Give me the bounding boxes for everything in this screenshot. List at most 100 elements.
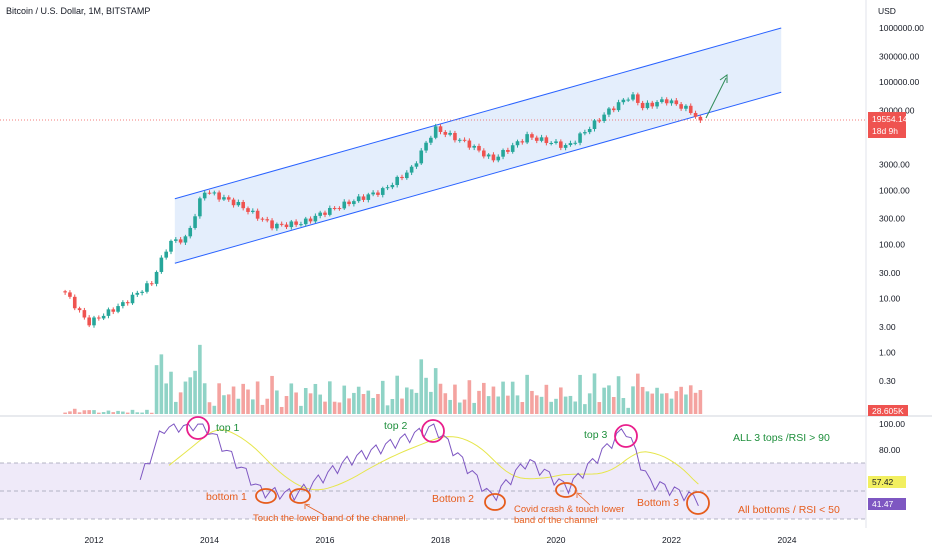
candle-body <box>525 134 529 143</box>
candle-body <box>106 309 111 316</box>
candle-body <box>275 223 279 229</box>
volume-bar <box>92 410 96 414</box>
candle-body <box>159 257 164 272</box>
candle-body <box>77 308 82 311</box>
volume-bar <box>270 375 274 414</box>
candle-body <box>664 99 669 104</box>
candle-body <box>583 132 587 134</box>
volume-bar <box>111 412 116 414</box>
volume-bar <box>145 409 149 414</box>
candle-body <box>395 176 399 186</box>
price-tick-label: 3000.00 <box>879 160 910 170</box>
candle-body <box>169 240 173 252</box>
volume-bar <box>405 387 409 414</box>
candle-body <box>193 216 197 228</box>
volume-bar <box>554 398 558 414</box>
price-tick-label: 30.00 <box>879 268 901 278</box>
candle-body <box>222 197 226 200</box>
volume-bar <box>159 354 164 414</box>
volume-bar <box>587 393 592 414</box>
time-tick-label: 2014 <box>200 535 219 545</box>
volume-bar <box>390 398 395 414</box>
forecast-arrow-head <box>719 74 728 83</box>
candle-body <box>486 154 491 157</box>
candle-body <box>563 145 568 148</box>
volume-bar <box>636 373 640 414</box>
candle-body <box>640 102 645 109</box>
channel-note-arrowhead <box>304 503 311 509</box>
rsi-value: 41.47 <box>872 499 894 509</box>
price-tick-label: 3.00 <box>879 322 896 332</box>
price-tick-label: 0.30 <box>879 376 896 386</box>
bottoms-rule-label: All bottoms / RSI < 50 <box>738 504 840 516</box>
volume-bar <box>462 399 467 414</box>
volume-bar <box>356 386 361 414</box>
candle-body <box>308 218 313 222</box>
volume-bar <box>135 412 140 414</box>
covid-note-arrowhead <box>576 492 583 498</box>
volume-bar <box>583 404 587 414</box>
rsi-ma-value: 57.42 <box>872 477 894 487</box>
volume-bar <box>424 377 428 414</box>
volume-bar <box>472 402 476 414</box>
volume-bar <box>188 377 193 414</box>
volume-bar <box>202 383 207 414</box>
candle-body <box>352 201 356 205</box>
candles <box>63 91 703 328</box>
candle-body <box>289 221 294 228</box>
candle-body <box>477 145 481 151</box>
volume-bar <box>164 383 168 414</box>
volume-bar <box>616 376 621 414</box>
volume-bar <box>116 410 120 414</box>
volume-bar <box>592 373 597 414</box>
candle-body <box>299 224 303 226</box>
candle-body <box>371 192 375 195</box>
price-tick-label: 300.00 <box>879 214 905 224</box>
rsi-ma-tag <box>868 476 906 488</box>
candle-body <box>313 215 318 222</box>
candle-body <box>424 142 428 151</box>
volume-bar <box>323 401 327 414</box>
candle-body <box>390 185 395 188</box>
volume-bar <box>284 396 289 414</box>
volume-bar <box>352 392 356 414</box>
channel-note-label: Touch the lower band of the channel. <box>253 513 408 524</box>
top2-circle <box>421 419 445 443</box>
candle-body <box>178 239 183 243</box>
top2-label: top 2 <box>384 420 408 432</box>
candle-body <box>92 317 96 326</box>
candle-body <box>544 137 549 144</box>
candle-body <box>72 296 77 309</box>
volume-bar <box>607 385 611 414</box>
candle-body <box>101 315 106 319</box>
price-tick-label: 100.00 <box>879 239 905 249</box>
candle-body <box>63 291 67 293</box>
candle-body <box>236 201 241 206</box>
candle-body <box>414 163 419 167</box>
volume-bar <box>72 408 77 414</box>
volume-bar <box>226 394 231 414</box>
volume-bar <box>241 383 245 414</box>
volume-bar <box>409 389 414 414</box>
volume-bar <box>347 398 351 414</box>
covid-note-line2: band of the channel <box>514 515 597 526</box>
candle-body <box>438 126 443 132</box>
candle-body <box>82 310 87 318</box>
volume-bar <box>621 398 626 414</box>
candle-body <box>626 99 630 101</box>
channel-touch-circle <box>289 488 311 504</box>
volume-bar <box>255 381 260 414</box>
volume-bar <box>87 410 91 414</box>
candle-body <box>400 176 404 179</box>
candle-body <box>578 133 582 143</box>
candle-body <box>693 112 698 117</box>
volume-bar <box>318 394 322 414</box>
candle-body <box>380 188 385 195</box>
rsi-ma-line <box>168 429 699 491</box>
top1-label: top 1 <box>216 422 240 434</box>
volume-bar <box>482 382 486 414</box>
candle-body <box>688 105 693 113</box>
candle-body <box>573 142 578 144</box>
price-tick-label: 10.00 <box>879 294 901 304</box>
candle-body <box>405 172 409 179</box>
